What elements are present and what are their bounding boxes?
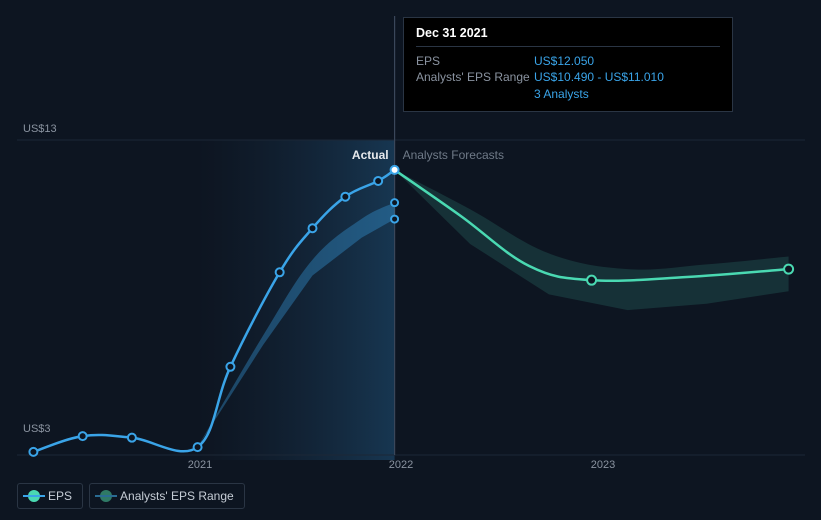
tooltip-row: EPSUS$12.050 (416, 53, 720, 69)
chart-legend: EPS Analysts' EPS Range (17, 483, 245, 509)
legend-label: EPS (48, 489, 72, 503)
tooltip-row-value: US$12.050 (534, 54, 594, 68)
tooltip-date: Dec 31 2021 (416, 26, 720, 40)
legend-label: Analysts' EPS Range (120, 489, 234, 503)
y-axis-label-bottom: US$3 (23, 423, 51, 435)
tooltip-divider (416, 46, 720, 47)
legend-item[interactable]: Analysts' EPS Range (89, 483, 245, 509)
chart-tooltip: Dec 31 2021 EPSUS$12.050Analysts' EPS Ra… (403, 17, 733, 112)
tooltip-analyst-count: 3 Analysts (534, 87, 720, 101)
legend-swatch-icon (100, 490, 112, 502)
section-label-forecast: Analysts Forecasts (403, 148, 504, 162)
legend-item[interactable]: EPS (17, 483, 83, 509)
x-axis-label: 2022 (389, 459, 413, 471)
tooltip-row: Analysts' EPS RangeUS$10.490 - US$11.010 (416, 69, 720, 85)
tooltip-row-label: EPS (416, 54, 534, 68)
y-axis-label-top: US$13 (23, 123, 57, 135)
tooltip-row-label: Analysts' EPS Range (416, 70, 534, 84)
section-label-actual: Actual (352, 148, 389, 162)
x-axis-label: 2021 (188, 459, 212, 471)
legend-swatch-icon (28, 490, 40, 502)
tooltip-row-value: US$10.490 - US$11.010 (534, 70, 664, 84)
x-axis-label: 2023 (591, 459, 615, 471)
eps-chart: Dec 31 2021 EPSUS$12.050Analysts' EPS Ra… (0, 0, 821, 520)
